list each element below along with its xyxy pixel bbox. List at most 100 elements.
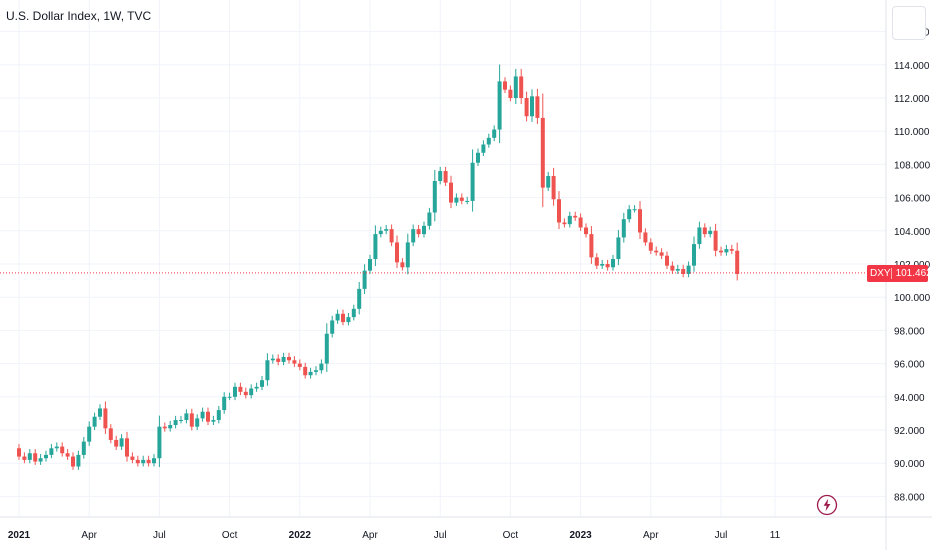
candle-body [297,363,302,367]
candle-body [189,413,194,427]
candle-body [697,227,702,245]
candle-body [114,439,119,447]
chart-settings-button[interactable] [892,6,926,40]
candle [346,312,351,326]
candle-body [254,386,259,389]
candle-body [643,232,648,243]
candle-body [351,308,356,318]
candle-body [729,249,734,251]
candle [87,421,92,446]
candle-body [346,317,351,323]
candle [492,125,497,142]
candle-body [249,388,254,396]
candle-body [206,411,210,422]
candle [287,352,291,364]
candle [270,354,275,364]
x-tick-label: Oct [222,530,238,541]
candle-body [292,360,297,364]
x-tick-label: Apr [643,530,659,541]
candle-body [670,265,675,271]
x-tick-label: Apr [81,530,97,541]
lightning-bolt-icon[interactable] [816,494,838,516]
y-tick-label: 98.000 [894,326,925,337]
candle-body [65,453,70,457]
candle-body [238,386,243,392]
candle [573,211,578,221]
candle-body [108,428,113,440]
candle [276,354,281,366]
candle [38,454,43,465]
candle-body [81,441,86,455]
candle-body [594,257,599,266]
candle [454,193,459,206]
candle [184,409,189,424]
y-tick-label: 106.000 [894,194,931,205]
candle-body [589,234,594,258]
candle-body [173,420,178,426]
candle [108,424,113,444]
candle [692,236,696,272]
candle [416,224,421,238]
candle [357,281,362,315]
candle [54,442,59,452]
candle [578,213,583,231]
candle [567,211,572,228]
candle-body [384,229,389,231]
candle-body [227,396,232,398]
candle-body [616,237,621,260]
candle [335,309,340,324]
candle [735,242,740,281]
candle [443,166,448,186]
candle-body [378,230,383,235]
candle [44,450,48,462]
candle [297,359,302,371]
candle-body [287,356,291,361]
candle-body [702,227,707,235]
y-tick-label: 110.000 [894,127,930,138]
x-tick-label: 2023 [569,530,592,541]
symbol-label: DXY [870,268,891,279]
candle [319,359,324,374]
candle-body [103,408,108,429]
candle [119,434,124,450]
x-tick-label: Jul [434,530,447,541]
candle [600,259,605,269]
candle-body [681,268,686,274]
candle-body [362,270,367,289]
candle-body [584,227,588,235]
candle [206,407,210,426]
candle [249,384,254,399]
candle-body [373,234,378,260]
candle [76,450,81,470]
candle-body [654,250,659,253]
candle [675,264,680,274]
candle-body [17,448,21,457]
y-tick-label: 94.000 [894,393,925,404]
candle-body [530,96,534,117]
candle [254,382,259,392]
candle-body [400,262,405,268]
candle [125,431,129,462]
candle [621,212,626,243]
candle-body [200,411,205,419]
candle-body [540,117,545,188]
candle [486,133,491,148]
candle-body [54,446,59,449]
candle-body [692,244,696,266]
candle-body [470,162,475,201]
candle [540,93,545,208]
candle-body [465,200,470,202]
candle-body [162,426,167,429]
candle [130,452,135,464]
candle [724,244,729,256]
candle-body [513,76,518,98]
candle [330,315,335,338]
candle-body [330,320,335,334]
candle [422,221,426,238]
candle [594,253,599,269]
candle [238,382,243,396]
candle [427,207,432,230]
candle [503,77,507,94]
candle [476,148,480,167]
